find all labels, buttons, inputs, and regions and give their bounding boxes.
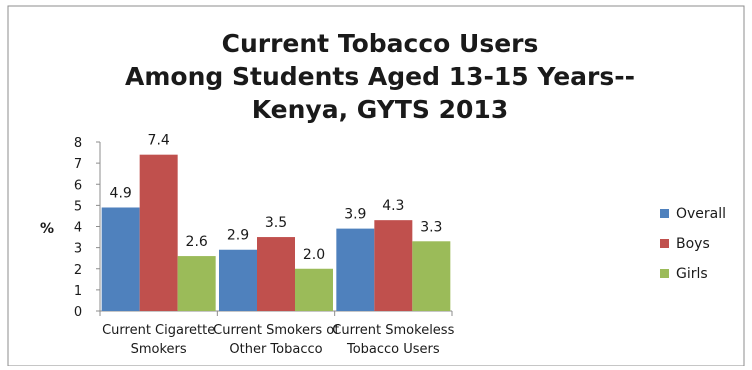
legend-swatch-boys: [660, 239, 669, 248]
data-label: 3.3: [420, 219, 442, 235]
bar-girls-1: [295, 268, 333, 311]
y-tick-label: 2: [74, 263, 82, 278]
legend-label-girls: Girls: [676, 266, 708, 282]
y-tick-label: 1: [74, 284, 82, 299]
chart-title-line-1: Current Tobacco Users: [222, 29, 539, 58]
data-label: 2.6: [186, 234, 208, 250]
bar-girls-0: [177, 256, 216, 311]
plot-area: 0 1 2 3 4 5 6 7 8 4.9 7.4 2.6 Current Cigarette Smoke…: [74, 133, 455, 357]
chart-title-line-2: Among Students Aged 13-15 Years--: [125, 62, 635, 91]
legend-swatch-girls: [660, 269, 669, 278]
bar-boys-1: [257, 237, 295, 311]
x-category-label: Current Smokeless: [332, 323, 454, 338]
chart-title-line-3: Kenya, GYTS 2013: [252, 95, 508, 124]
data-label: 3.9: [344, 207, 366, 223]
data-label: 3.5: [265, 215, 287, 231]
x-category-label: Tobacco Users: [346, 342, 440, 357]
x-category-label: Other Tobacco: [229, 342, 322, 357]
y-tick-label: 3: [74, 242, 82, 257]
y-tick-label: 7: [74, 157, 82, 172]
bar-boys-2: [374, 220, 413, 311]
legend-label-boys: Boys: [676, 236, 710, 252]
bar-overall-0: [101, 207, 140, 311]
data-label: 2.0: [303, 247, 325, 263]
data-label: 4.9: [110, 185, 132, 201]
y-tick-label: 4: [74, 221, 82, 236]
bar-overall-1: [219, 249, 257, 311]
y-tick-label: 6: [74, 178, 82, 193]
data-label: 2.9: [227, 228, 249, 244]
y-tick-label: 0: [74, 305, 82, 320]
bar-girls-2: [412, 241, 451, 311]
x-category-label: Current Smokers of: [213, 323, 339, 338]
y-tick-label: 8: [74, 136, 82, 151]
bar-overall-2: [336, 228, 375, 311]
legend-label-overall: Overall: [676, 206, 726, 222]
y-axis-label: %: [40, 221, 54, 237]
bar-boys-0: [139, 154, 178, 311]
y-tick-label: 5: [74, 199, 82, 214]
legend-swatch-overall: [660, 209, 669, 218]
legend: Overall Boys Girls: [660, 206, 726, 282]
x-category-label: Smokers: [131, 342, 187, 357]
x-category-label: Current Cigarette: [102, 323, 215, 338]
data-label: 7.4: [148, 133, 170, 149]
data-label: 4.3: [382, 198, 404, 214]
